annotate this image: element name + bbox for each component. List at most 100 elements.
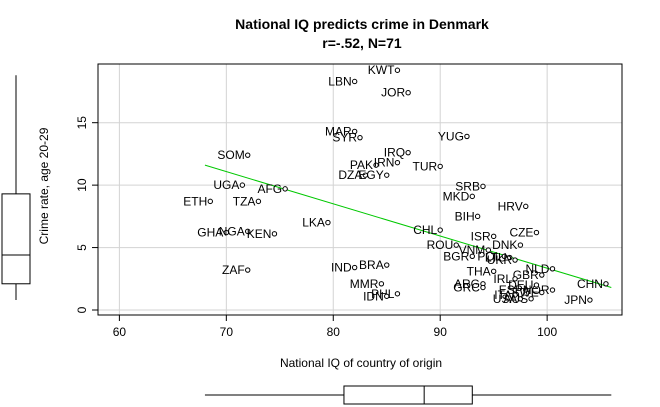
x-tick-label: 100 [537,325,557,339]
point-marker [507,254,513,261]
point-marker [474,213,481,220]
point-label: TUR [413,159,438,173]
point-label: YUG [438,129,464,143]
point-marker [512,292,518,298]
point-marker [523,287,529,293]
point-label: NLD [525,262,549,276]
point-marker [373,162,379,168]
point-marker [512,276,518,282]
point-marker [464,133,470,140]
chart-subtitle: r=-.52, N=71 [322,35,402,51]
point-label: AFG [257,182,282,196]
y-boxplot [1,75,31,301]
point-label: SWE [511,286,538,300]
point-marker [490,268,497,274]
point-marker [480,284,486,291]
y-tick-label: 10 [75,178,89,192]
point-label: LKA [302,216,325,230]
data-point-jor: JOR [381,86,411,100]
x-tick-label: 60 [113,325,127,339]
data-point-aus: AUS [503,292,534,306]
point-label: AUS [503,292,528,306]
point-marker [469,193,475,200]
data-point-gha: GHA [197,226,230,240]
data-point-usa: USA [493,292,524,306]
data-point-zaf: ZAF [222,263,251,277]
point-label: PAK [350,158,373,172]
point-label: LTU [485,251,507,265]
data-point-kwt: KWT [368,63,401,77]
point-marker [453,242,459,248]
point-label: ARG [454,277,480,291]
data-point-syr: SYR [332,131,363,145]
point-marker [437,227,443,233]
point-marker [351,128,358,135]
point-marker [282,186,288,192]
point-marker [394,67,401,73]
point-marker [528,296,534,302]
x-box-iqr [343,385,473,405]
data-point-mkd: MKD [443,189,475,203]
data-point-chn: CHN [577,277,609,291]
data-point-arg: ARG [454,277,486,291]
data-point-chl: CHL [413,223,443,237]
point-label: MKD [443,189,470,203]
data-point-tha: THA [467,264,497,278]
point-label: KEN [247,227,272,241]
point-marker [378,281,385,287]
y-tick-label: 5 [75,244,89,251]
point-label: SOM [217,148,244,162]
point-label: BIH [455,209,475,223]
point-marker [480,183,486,190]
point-marker [384,262,390,268]
point-label: ETH [183,194,207,208]
x-tick-label: 90 [434,325,448,339]
point-marker [239,182,246,188]
point-label: TZA [233,194,256,208]
point-marker [517,296,524,302]
point-label: THA [467,264,491,278]
y-axis-label: Crime rate, age 20-29 [37,127,51,244]
data-point-nga: NGA [219,224,251,238]
point-label: CHN [577,277,603,291]
point-label: DZA [338,168,362,182]
point-marker [533,229,540,236]
point-marker [405,90,411,96]
data-point-mmr: MMR [350,277,385,291]
data-point-irl: IRL [493,272,518,286]
point-marker [394,291,401,297]
chart-title: National IQ predicts crime in Denmark [235,16,489,32]
point-marker [384,293,390,299]
data-point-ind: IND [331,261,358,275]
data-point-dnk: DNK [492,238,524,252]
data-point-ukr: UKR [487,253,518,267]
fit-line-group [204,164,612,289]
x-tick-label: 70 [220,325,234,339]
point-marker [533,282,540,288]
point-marker [351,78,358,85]
point-label: USA [493,292,518,306]
point-marker [255,198,262,205]
data-point-jpn: JPN [564,293,593,307]
point-marker [603,281,609,287]
point-marker [490,233,497,240]
data-point-idn: IDN [363,289,390,303]
data-point-grc: GRC [453,281,486,295]
data-point-gbr: GBR [513,268,545,282]
point-marker [523,203,529,210]
data-point-bgr: BGR [443,249,475,263]
x-axis-label: National IQ of country of origin [280,356,442,370]
point-marker [539,272,545,278]
point-label: GHA [197,226,223,240]
point-marker [223,229,230,236]
point-marker [485,247,492,253]
point-marker [587,297,593,303]
data-point-deu: DEU [508,278,540,292]
data-point-bra: BRA [359,258,390,272]
point-marker [539,289,545,296]
x-tick-label: 80 [327,325,341,339]
y-tick-label: 15 [75,116,89,130]
boxplots-group [1,75,612,405]
point-label: ZAF [222,263,245,277]
